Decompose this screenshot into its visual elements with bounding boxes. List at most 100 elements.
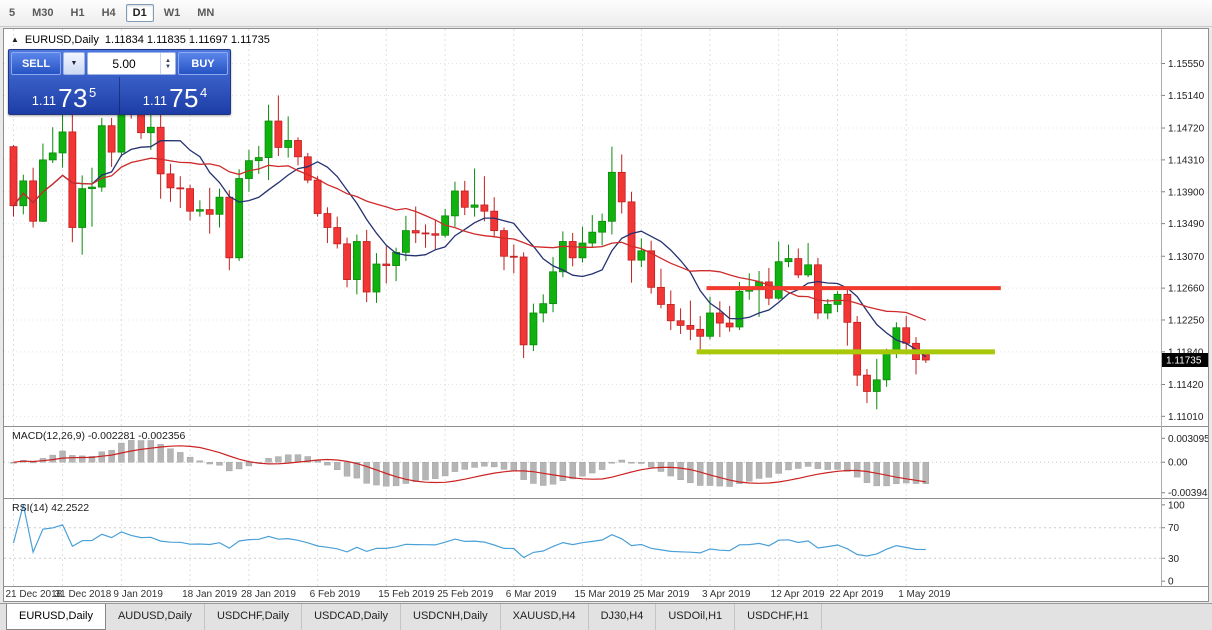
current-price-tag: 1.11735	[1162, 352, 1208, 367]
macd-bar	[275, 456, 282, 463]
macd-bar	[726, 462, 733, 487]
sell-price-sup: 5	[89, 85, 97, 100]
tf-button-m30[interactable]: M30	[32, 7, 54, 19]
collapse-trade-panel-icon[interactable]: ▲	[11, 35, 19, 44]
macd-bar	[795, 462, 802, 469]
spinner-down-icon[interactable]: ▼	[165, 63, 171, 70]
horizontal-line-support[interactable]	[696, 349, 995, 355]
chart-tab-dj30-h4[interactable]: DJ30,H4	[589, 604, 657, 630]
trade-panel-controls: SELL ▼ 5.00 ▲ ▼ BUY	[9, 50, 230, 77]
macd-bar	[196, 460, 204, 463]
candle	[254, 157, 263, 162]
macd-bar	[363, 462, 370, 484]
candle	[588, 231, 597, 244]
tf-button-h1[interactable]: H1	[70, 7, 85, 19]
rsi-pane	[4, 504, 1162, 559]
rsi-axis-label: 100	[1168, 500, 1185, 511]
macd-bar	[343, 462, 351, 477]
macd-axis-label: -0.003947	[1168, 488, 1208, 499]
chart-title-bar: ▲ EURUSD,Daily 1.11834 1.11835 1.11697 1…	[11, 34, 270, 46]
chart-tab-usdchf-daily[interactable]: USDCHF,Daily	[205, 604, 303, 630]
candle	[558, 241, 567, 273]
chart-tab-usdcad-daily[interactable]: USDCAD,Daily	[302, 604, 402, 630]
macd-bar	[853, 462, 861, 478]
chart-canvas[interactable]: 1.15550 1.15140 1.14720 1.14310 1.13900 1.134…	[4, 29, 1208, 601]
macd-bar	[186, 456, 194, 463]
macd-bar	[490, 462, 498, 468]
candle	[146, 126, 155, 134]
candle	[470, 204, 479, 208]
tf-button-d1[interactable]: D1	[125, 4, 154, 22]
macd-bar	[716, 462, 724, 487]
chart-tab-eurusd-daily[interactable]: EURUSD,Daily	[6, 604, 106, 630]
date-axis-label: 15 Mar 2019	[574, 589, 631, 600]
candle	[794, 258, 803, 276]
candle	[88, 186, 96, 190]
candle	[264, 120, 273, 158]
chart-ohlc-values: 1.11834 1.11835 1.11697 1.11735	[104, 34, 270, 46]
candle	[411, 230, 420, 234]
horizontal-line-resistance[interactable]	[706, 286, 1001, 291]
chart-tabs-bar: EURUSD,Daily AUDUSD,Daily USDCHF,Daily USDC…	[0, 603, 1212, 630]
volume-spinner[interactable]: ▲ ▼	[160, 53, 175, 74]
buy-button[interactable]: BUY	[178, 52, 228, 75]
candle	[500, 230, 508, 257]
chart-tab-audusd-daily[interactable]: AUDUSD,Daily	[106, 604, 205, 630]
macd-axis-label: 0.00	[1168, 458, 1188, 469]
macd-bar	[334, 462, 341, 470]
sell-price-prefix: 1.11	[31, 93, 57, 108]
buy-price[interactable]: 1.11 75 4	[120, 77, 230, 114]
tf-button-mn[interactable]: MN	[197, 7, 215, 19]
sell-button[interactable]: SELL	[11, 52, 61, 75]
macd-bar	[481, 462, 488, 467]
candle	[549, 271, 557, 305]
candle	[882, 351, 891, 381]
macd-bar	[922, 462, 930, 484]
macd-axis-label: 0.003095	[1168, 434, 1208, 445]
macd-bar	[216, 462, 223, 466]
spinner-up-icon[interactable]: ▲	[165, 57, 171, 64]
volume-dropdown[interactable]: ▼	[63, 52, 85, 75]
macd-bar	[608, 462, 616, 464]
candle	[392, 251, 400, 266]
volume-input[interactable]: 5.00 ▲ ▼	[87, 52, 176, 75]
macd-bar	[284, 454, 292, 463]
chart-tab-usdcnh-daily[interactable]: USDCNH,Daily	[401, 604, 501, 630]
date-axis-label: 1 May 2019	[898, 589, 951, 600]
chart-tab-xauusd-h4[interactable]: XAUUSD,H4	[501, 604, 589, 630]
sell-price[interactable]: 1.11 73 5	[9, 77, 119, 114]
price-axis-label: 1.15140	[1168, 91, 1205, 102]
candle	[215, 196, 224, 215]
candle	[176, 187, 185, 190]
price-axis-label: 1.11420	[1168, 380, 1204, 391]
buy-price-prefix: 1.11	[142, 93, 168, 108]
date-axis-label: 22 Apr 2019	[830, 589, 884, 600]
buy-price-sup: 4	[200, 85, 208, 100]
tf-button-h4[interactable]: H4	[101, 7, 116, 19]
date-axis-label: 25 Feb 2019	[437, 589, 494, 600]
macd-bar	[471, 462, 478, 468]
price-axis[interactable]: 1.15550 1.15140 1.14720 1.14310 1.13900 1.134…	[1162, 59, 1208, 588]
tf-button-w1[interactable]: W1	[163, 7, 181, 19]
chart-tab-usdchf-h1[interactable]: USDCHF,H1	[735, 604, 822, 630]
candle	[58, 131, 67, 154]
candle	[274, 120, 283, 148]
candle	[676, 320, 685, 326]
candle	[431, 233, 440, 236]
candle	[686, 325, 695, 330]
chart-tab-usdoil-h1[interactable]: USDOil,H1	[656, 604, 736, 630]
macd-bar	[687, 462, 694, 484]
macd-bar	[510, 462, 518, 472]
macd-bar	[245, 462, 253, 467]
candle	[156, 126, 165, 175]
volume-value[interactable]: 5.00	[112, 56, 136, 71]
macd-bar	[736, 462, 743, 484]
candle	[608, 171, 616, 222]
price-axis-label: 1.13490	[1168, 219, 1205, 230]
tf-button-5[interactable]: 5	[9, 7, 16, 19]
macd-bar	[598, 462, 606, 470]
macd-bar	[157, 444, 164, 463]
candle	[48, 152, 57, 161]
